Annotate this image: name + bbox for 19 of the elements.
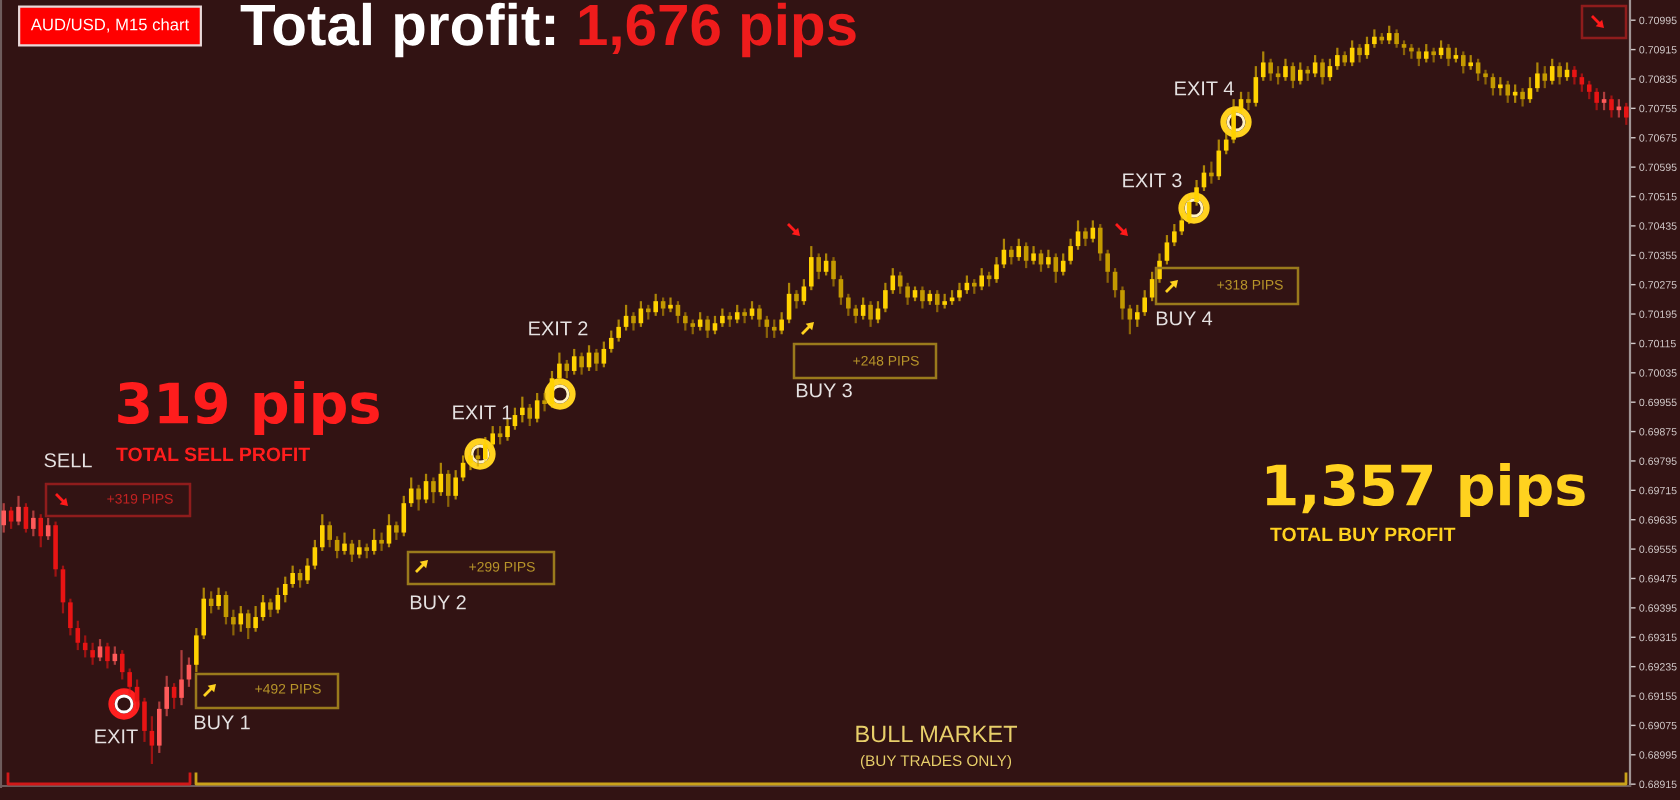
chart-title: Total profit: 1,676 pips	[240, 2, 856, 58]
candlestick	[668, 296, 673, 314]
annotation: 1,357 pips	[1266, 463, 1585, 517]
annotation: EXIT 1	[453, 405, 512, 420]
annotation: EXIT	[95, 729, 138, 744]
annotation: TOTAL BUY PROFIT	[1270, 527, 1456, 542]
annotation: EXIT 2	[529, 321, 588, 336]
annotation: BUY 4	[1156, 311, 1213, 326]
annotation: AUD/USD, M15 chart	[30, 18, 190, 33]
candlestick	[1483, 68, 1488, 86]
annotation: BUY 2	[410, 595, 466, 610]
annotation: BUY 3	[796, 383, 852, 398]
annotation: EXIT 3	[1123, 173, 1182, 188]
annotation: TOTAL SELL PROFIT	[116, 447, 310, 462]
annotation: BULL MARKET	[856, 725, 1018, 743]
annotation: BUY 1	[194, 715, 250, 730]
annotation: SELL	[44, 453, 92, 468]
annotation: EXIT 4	[1175, 81, 1234, 96]
annotation: 319 pips	[118, 381, 379, 435]
